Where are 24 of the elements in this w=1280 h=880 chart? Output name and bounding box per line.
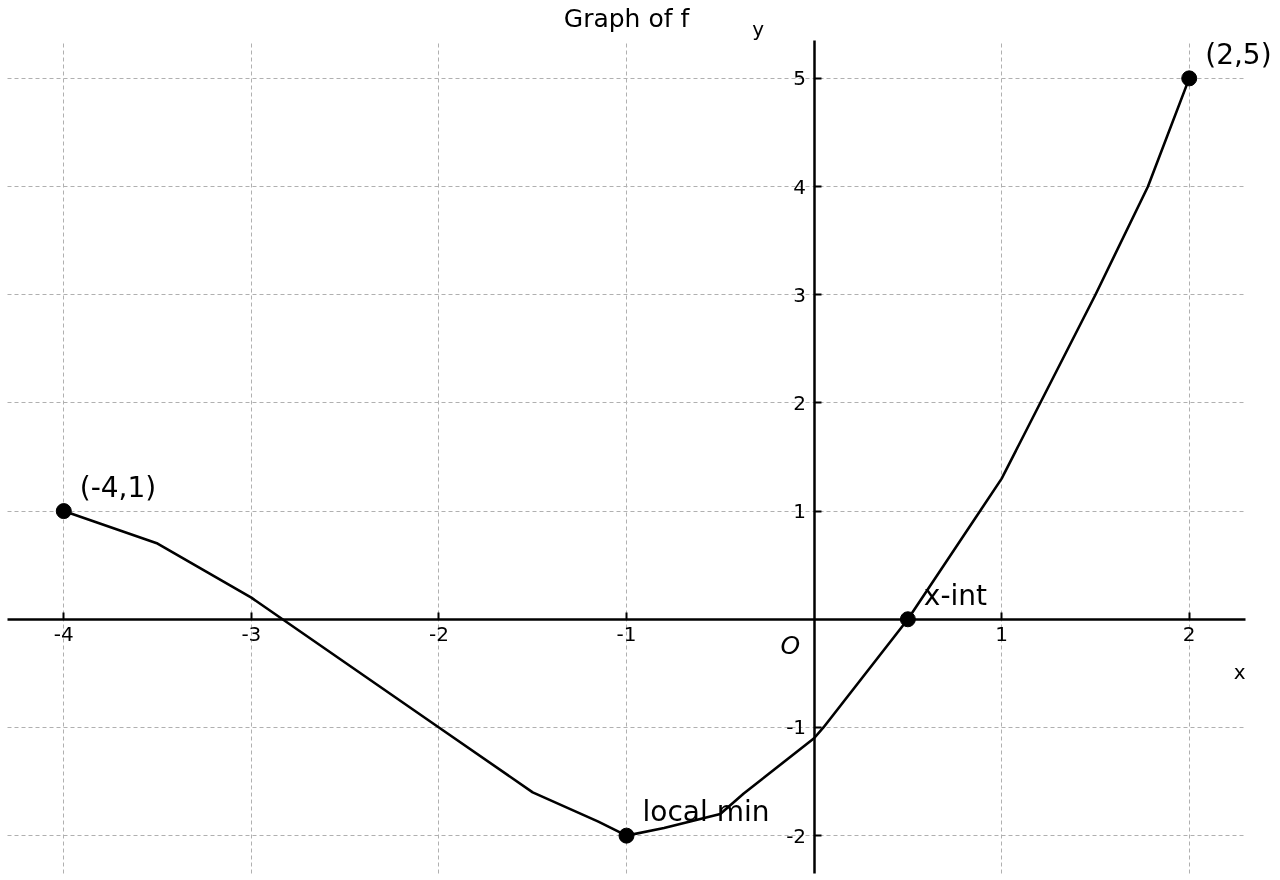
y-tick-label: 5 — [793, 66, 807, 91]
annotation: (2,5) — [1205, 37, 1272, 71]
annotation: O — [780, 630, 801, 660]
x-tick-label: -4 — [53, 622, 74, 647]
chart-title: Graph of f — [563, 4, 691, 33]
annotation: (-4,1) — [79, 470, 157, 504]
point — [618, 827, 635, 844]
y-tick-label: -1 — [786, 715, 807, 740]
y-axis-title: y — [752, 16, 765, 41]
x-axis-title: x — [1233, 660, 1246, 685]
y-tick-label: 2 — [793, 390, 807, 415]
y-tick-label: 3 — [793, 282, 807, 307]
x-tick-label: 2 — [1182, 622, 1196, 647]
point — [55, 503, 72, 520]
x-tick-label: 1 — [995, 622, 1009, 647]
y-tick-label: -2 — [786, 823, 807, 848]
x-tick-label: -2 — [428, 622, 449, 647]
y-tick-label: 4 — [793, 174, 807, 199]
point — [1181, 70, 1198, 87]
annotation: local min — [642, 795, 770, 829]
annotation: x-int — [923, 578, 988, 612]
x-tick-label: -1 — [616, 622, 637, 647]
y-tick-label: 1 — [793, 499, 807, 524]
x-tick-label: -3 — [241, 622, 262, 647]
